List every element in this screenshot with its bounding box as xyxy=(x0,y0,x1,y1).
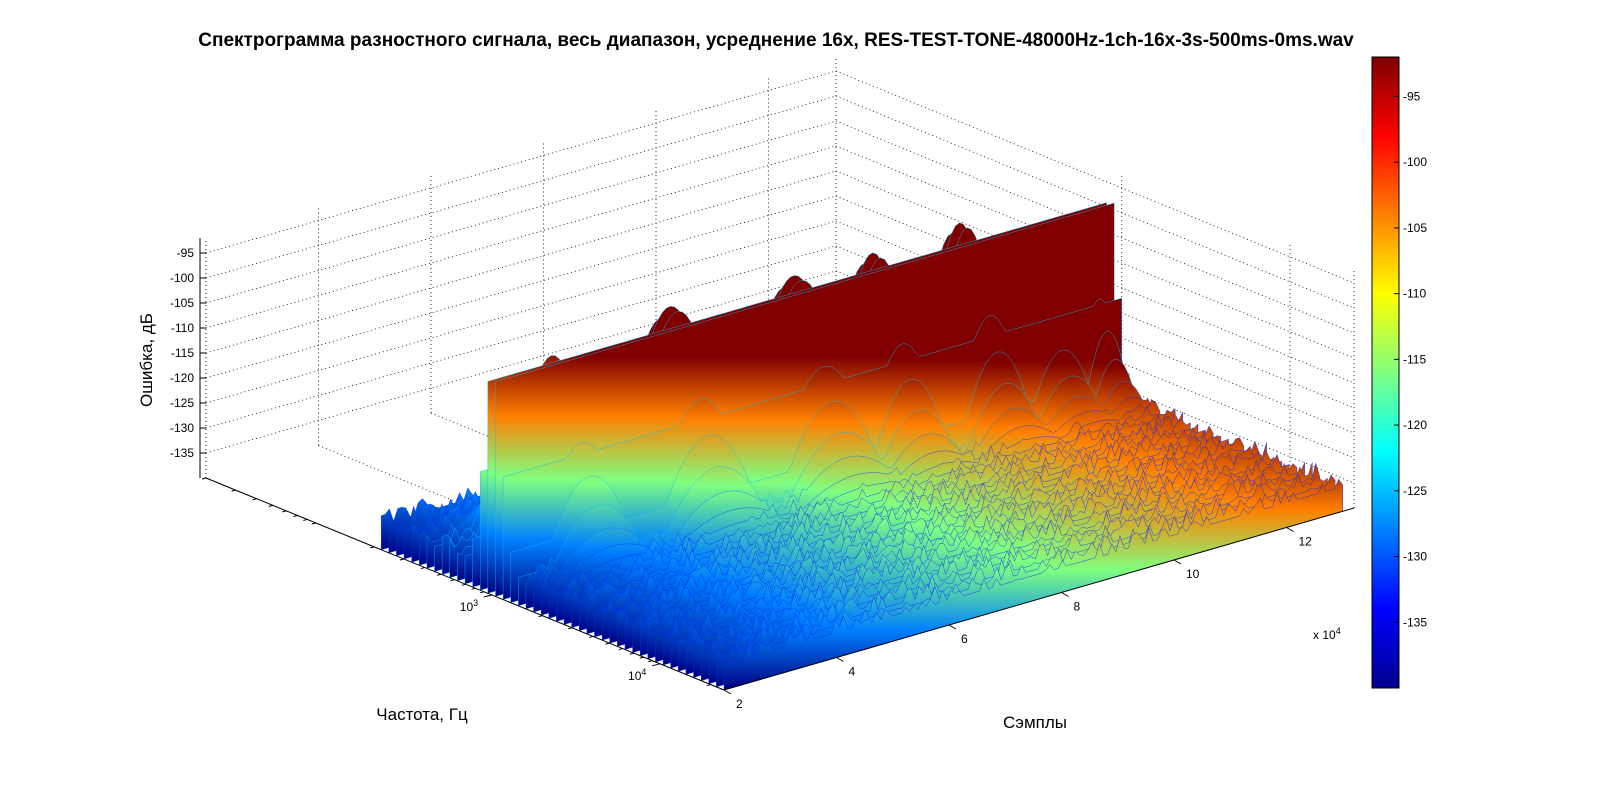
x-tick-mark xyxy=(948,624,957,630)
x-tick-label: 8 xyxy=(1074,600,1081,614)
colorbar-tick-label: -110 xyxy=(1403,287,1426,301)
x-exponent-label: x 104 xyxy=(1313,626,1341,642)
x-tick-mark xyxy=(1061,592,1069,597)
y-minor-tick xyxy=(268,504,274,507)
colorbar-tick-label: -95 xyxy=(1403,89,1421,103)
y-tick-label: 104 xyxy=(628,667,646,683)
y-minor-tick xyxy=(437,573,442,576)
x-tick-label: 12 xyxy=(1299,535,1313,549)
x-tick-label: 2 xyxy=(736,697,743,711)
y-tick-mark xyxy=(483,594,492,598)
x-tick-mark xyxy=(1173,559,1182,565)
y-minor-tick xyxy=(370,546,375,549)
y-minor-tick xyxy=(420,567,425,570)
y-minor-tick xyxy=(471,587,476,590)
z-tick-label: -135 xyxy=(170,446,194,460)
y-minor-tick xyxy=(450,579,455,582)
y-axis-label: Частота, Гц xyxy=(376,705,468,724)
y-tick-mark xyxy=(651,663,661,667)
colorbar-tick-label: -115 xyxy=(1403,352,1426,366)
y-minor-tick xyxy=(567,627,573,630)
x-axis-line xyxy=(723,507,1355,691)
chart-title: Спектрограмма разностного сигнала, весь … xyxy=(198,30,1354,51)
grid-line xyxy=(205,95,837,279)
x-axis-ticks: 2 4 6 8 10 12 xyxy=(723,527,1313,711)
y-minor-tick xyxy=(618,648,623,651)
y-minor-tick xyxy=(399,558,404,561)
y-minor-tick xyxy=(231,489,236,492)
z-axis-label: Ошибка, дБ xyxy=(137,313,156,407)
y-minor-tick xyxy=(479,591,485,594)
y-minor-tick xyxy=(293,514,298,517)
colorbar-tick-label: -135 xyxy=(1403,615,1427,629)
colorbar-tick-label: -120 xyxy=(1403,418,1427,432)
y-minor-tick xyxy=(303,518,308,521)
x-tick-label: 10 xyxy=(1186,567,1200,581)
y-minor-tick xyxy=(311,522,317,525)
y-minor-tick xyxy=(461,583,466,586)
y-tick-label: 103 xyxy=(460,598,478,614)
z-tick-label: -115 xyxy=(171,346,194,360)
colorbar-ticks: -95 -100 -105 -110 -115 -120 -125 -130 -135 xyxy=(1394,89,1427,629)
x-tick-mark xyxy=(836,657,844,662)
z-tick-label: -110 xyxy=(171,321,194,335)
y-minor-tick xyxy=(282,510,287,513)
y-minor-tick xyxy=(252,498,257,501)
y-minor-tick xyxy=(639,656,644,659)
y-minor-tick xyxy=(588,635,594,638)
y-minor-tick xyxy=(648,660,653,663)
surface-plot xyxy=(380,202,1344,691)
z-tick-label: -130 xyxy=(170,421,194,435)
surface-slice xyxy=(723,478,1344,691)
y-minor-tick xyxy=(605,642,610,645)
x-tick-mark xyxy=(723,689,732,695)
x-tick-label: 6 xyxy=(961,632,968,646)
z-tick-label: -125 xyxy=(170,396,194,410)
x-tick-label: 4 xyxy=(849,665,856,679)
grid-line xyxy=(205,70,837,254)
y-axis-ticks: 103 104 xyxy=(201,477,711,687)
y-minor-tick xyxy=(629,652,635,655)
colorbar-tick-label: -125 xyxy=(1403,484,1427,498)
x-tick-mark xyxy=(1286,527,1294,532)
z-tick-label: -95 xyxy=(177,246,195,260)
colorbar: -95 -100 -105 -110 -115 -120 -125 -130 -135 xyxy=(1371,56,1427,689)
y-minor-tick xyxy=(201,477,207,480)
grid-line xyxy=(205,120,837,304)
colorbar-tick-label: -100 xyxy=(1403,155,1427,169)
colorbar-tick-label: -105 xyxy=(1403,221,1427,235)
colorbar-tick-label: -130 xyxy=(1403,550,1427,564)
y-minor-tick xyxy=(538,615,543,618)
z-axis-ticks: -95 -100 -105 -110 -115 -120 -125 -130 -135 xyxy=(170,246,206,460)
x-axis-label: Сэмплы xyxy=(1003,713,1067,732)
z-tick-label: -100 xyxy=(170,271,194,285)
y-minor-tick xyxy=(706,684,711,687)
grid-line xyxy=(205,145,837,329)
z-tick-label: -105 xyxy=(170,296,194,310)
z-tick-label: -120 xyxy=(170,371,194,385)
colorbar-gradient xyxy=(1371,56,1400,689)
